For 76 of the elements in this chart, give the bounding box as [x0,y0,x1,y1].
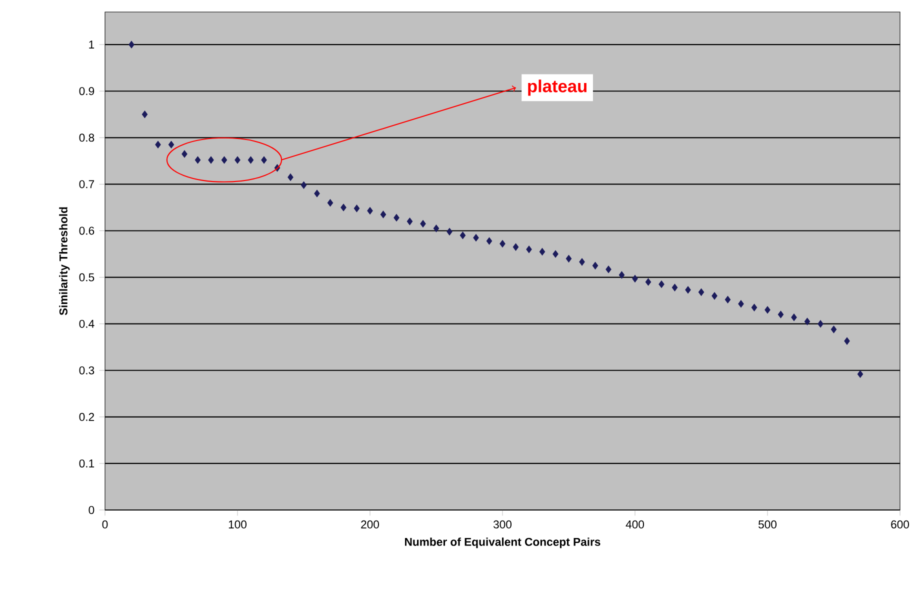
y-tick-label: 0.1 [79,459,94,468]
point [632,274,638,282]
point [818,320,824,328]
point [314,190,320,198]
point [738,300,744,308]
point [248,156,254,164]
point [645,278,652,286]
point [367,206,373,214]
x-tick-label: 500 [758,520,777,528]
x-tick-label: 600 [891,520,910,528]
point [566,254,572,262]
y-tick-label: 1 [89,40,94,48]
point [221,156,228,164]
x-axis-title: Number of Equivalent Concept Pairs [405,538,600,548]
point [446,228,452,236]
point [539,248,546,256]
point [592,262,598,270]
y-axis-title: Similarity Threshold [59,207,70,316]
point [618,271,625,279]
point [844,337,850,345]
point [406,218,413,226]
point [142,110,148,118]
point [473,234,479,242]
point [354,204,360,212]
point [830,326,837,334]
point [155,140,161,148]
point [288,173,294,181]
point [804,318,810,326]
y-tick-label: 0.8 [79,134,94,142]
annotation: plateau [528,80,586,96]
y-tick-label: 0.3 [79,366,94,374]
point [606,266,612,274]
point [168,140,174,148]
point [327,199,334,207]
point [579,258,585,266]
point [764,306,770,314]
y-tick-label: 0.6 [79,226,94,235]
x-tick-label: 400 [626,520,644,528]
point [460,232,466,240]
point [751,304,758,312]
y-tick-label: 0.9 [79,87,94,96]
point [685,286,691,294]
point [234,156,240,164]
point [340,204,346,212]
point [724,296,731,304]
point [857,370,864,378]
point [128,40,134,48]
point [698,288,704,296]
point [194,156,201,164]
point [208,156,214,164]
point [182,150,188,158]
point [486,237,492,245]
point [394,214,400,222]
point [658,280,664,288]
y-tick-label: 0.2 [79,412,94,421]
point [672,284,678,292]
x-tick-label: 100 [228,520,247,528]
point [500,240,506,248]
point [712,292,718,300]
point [261,156,267,164]
x-tick-label: 300 [493,520,512,528]
point [420,220,426,228]
point [300,181,307,189]
y-tick-label: 0.5 [79,273,94,282]
y-tick-label: 0 [88,506,94,514]
point [778,310,784,318]
point [526,246,532,254]
y-tick-label: 0.7 [79,180,94,188]
x-tick-label: 0 [102,520,108,528]
x-tick-label: 200 [361,520,380,528]
point [552,250,558,258]
point [380,210,386,218]
point [512,243,519,251]
point [791,314,797,322]
y-tick-label: 0.4 [79,320,94,328]
point [433,224,440,232]
